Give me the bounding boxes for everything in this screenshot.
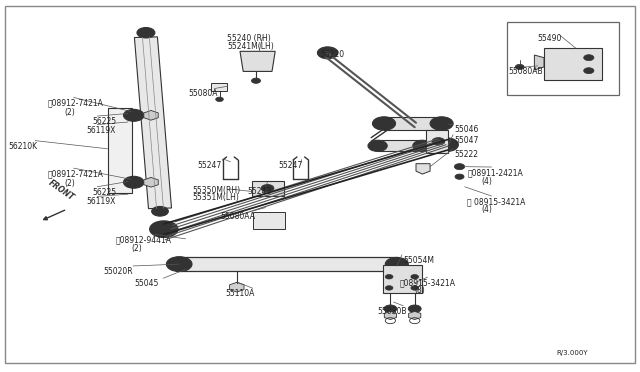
Text: (2): (2) bbox=[64, 108, 75, 117]
Circle shape bbox=[432, 138, 445, 145]
Text: ⓝ08911-2421A: ⓝ08911-2421A bbox=[467, 168, 523, 177]
Circle shape bbox=[584, 55, 594, 61]
Bar bbox=[378, 140, 422, 151]
Circle shape bbox=[216, 97, 223, 102]
Polygon shape bbox=[253, 212, 285, 229]
Polygon shape bbox=[426, 130, 448, 153]
Text: ⓝ08912-7421A: ⓝ08912-7421A bbox=[48, 99, 104, 108]
Text: 55243: 55243 bbox=[248, 187, 272, 196]
Circle shape bbox=[150, 221, 178, 237]
Text: 55220: 55220 bbox=[320, 50, 344, 59]
Polygon shape bbox=[134, 37, 172, 209]
Circle shape bbox=[252, 78, 260, 83]
Text: 55080A: 55080A bbox=[189, 89, 218, 98]
Text: Ⓜ 08915-3421A: Ⓜ 08915-3421A bbox=[467, 197, 525, 206]
Text: 55047: 55047 bbox=[454, 136, 479, 145]
Text: 55351M(LH): 55351M(LH) bbox=[192, 193, 239, 202]
Circle shape bbox=[385, 275, 393, 279]
Bar bbox=[383, 265, 422, 293]
Circle shape bbox=[130, 180, 138, 185]
Circle shape bbox=[392, 262, 401, 267]
Text: (8): (8) bbox=[415, 286, 426, 295]
Text: (4): (4) bbox=[481, 205, 492, 214]
Circle shape bbox=[124, 109, 144, 121]
Text: 55020R: 55020R bbox=[104, 267, 133, 276]
Text: 55241M(LH): 55241M(LH) bbox=[227, 42, 274, 51]
Text: 56119X: 56119X bbox=[86, 126, 116, 135]
Circle shape bbox=[261, 185, 274, 192]
Circle shape bbox=[130, 113, 138, 118]
Text: Ⓥ08915-3421A: Ⓥ08915-3421A bbox=[400, 278, 456, 287]
Circle shape bbox=[152, 206, 168, 216]
Circle shape bbox=[142, 31, 150, 35]
Text: 56119X: 56119X bbox=[86, 197, 116, 206]
Text: 56225: 56225 bbox=[93, 117, 117, 126]
Text: (2): (2) bbox=[131, 244, 142, 253]
Bar bbox=[179, 257, 397, 271]
Text: 55030B: 55030B bbox=[378, 307, 407, 316]
Text: 55222: 55222 bbox=[454, 150, 479, 158]
Circle shape bbox=[385, 286, 393, 290]
Circle shape bbox=[455, 174, 464, 179]
Circle shape bbox=[442, 142, 451, 147]
Text: 55240 (RH): 55240 (RH) bbox=[227, 34, 271, 43]
Bar bbox=[108, 108, 132, 193]
Circle shape bbox=[174, 261, 184, 267]
Circle shape bbox=[454, 164, 465, 170]
Circle shape bbox=[384, 305, 397, 312]
Circle shape bbox=[317, 47, 338, 59]
Circle shape bbox=[430, 117, 453, 130]
Circle shape bbox=[157, 209, 163, 213]
Circle shape bbox=[408, 305, 421, 312]
Circle shape bbox=[435, 138, 458, 151]
Circle shape bbox=[413, 140, 432, 151]
Polygon shape bbox=[252, 181, 284, 196]
Text: ⓝ08912-9441A: ⓝ08912-9441A bbox=[115, 235, 172, 244]
Bar bbox=[384, 117, 442, 130]
Text: 55080AB: 55080AB bbox=[509, 67, 543, 76]
Circle shape bbox=[368, 140, 387, 151]
Polygon shape bbox=[544, 48, 602, 80]
Text: 56210K: 56210K bbox=[8, 142, 38, 151]
Circle shape bbox=[166, 257, 192, 272]
Circle shape bbox=[385, 257, 408, 271]
Polygon shape bbox=[534, 55, 544, 70]
Text: 55350M(RH): 55350M(RH) bbox=[192, 186, 240, 195]
Circle shape bbox=[515, 64, 524, 70]
Circle shape bbox=[372, 117, 396, 130]
Text: (4): (4) bbox=[481, 177, 492, 186]
Text: 55247: 55247 bbox=[197, 161, 221, 170]
Circle shape bbox=[124, 176, 144, 188]
Text: 55490: 55490 bbox=[538, 34, 562, 43]
Circle shape bbox=[137, 28, 155, 38]
Text: (2): (2) bbox=[64, 179, 75, 187]
Polygon shape bbox=[416, 164, 430, 174]
Text: 55247: 55247 bbox=[278, 161, 303, 170]
Text: 55110A: 55110A bbox=[225, 289, 255, 298]
Polygon shape bbox=[211, 83, 227, 91]
Text: R/3.000Y: R/3.000Y bbox=[557, 350, 588, 356]
Circle shape bbox=[411, 286, 419, 290]
Text: 55080AA: 55080AA bbox=[221, 212, 256, 221]
Text: ⓝ08912-7421A: ⓝ08912-7421A bbox=[48, 169, 104, 178]
Circle shape bbox=[411, 275, 419, 279]
Circle shape bbox=[584, 68, 594, 74]
Text: 56225: 56225 bbox=[93, 188, 117, 197]
Text: 55046: 55046 bbox=[454, 125, 479, 134]
Text: FRONT: FRONT bbox=[46, 179, 76, 203]
Text: 55045: 55045 bbox=[134, 279, 159, 288]
Polygon shape bbox=[240, 51, 275, 71]
Bar bbox=[507, 22, 619, 95]
Text: 55054M: 55054M bbox=[403, 256, 434, 265]
Circle shape bbox=[159, 226, 169, 232]
